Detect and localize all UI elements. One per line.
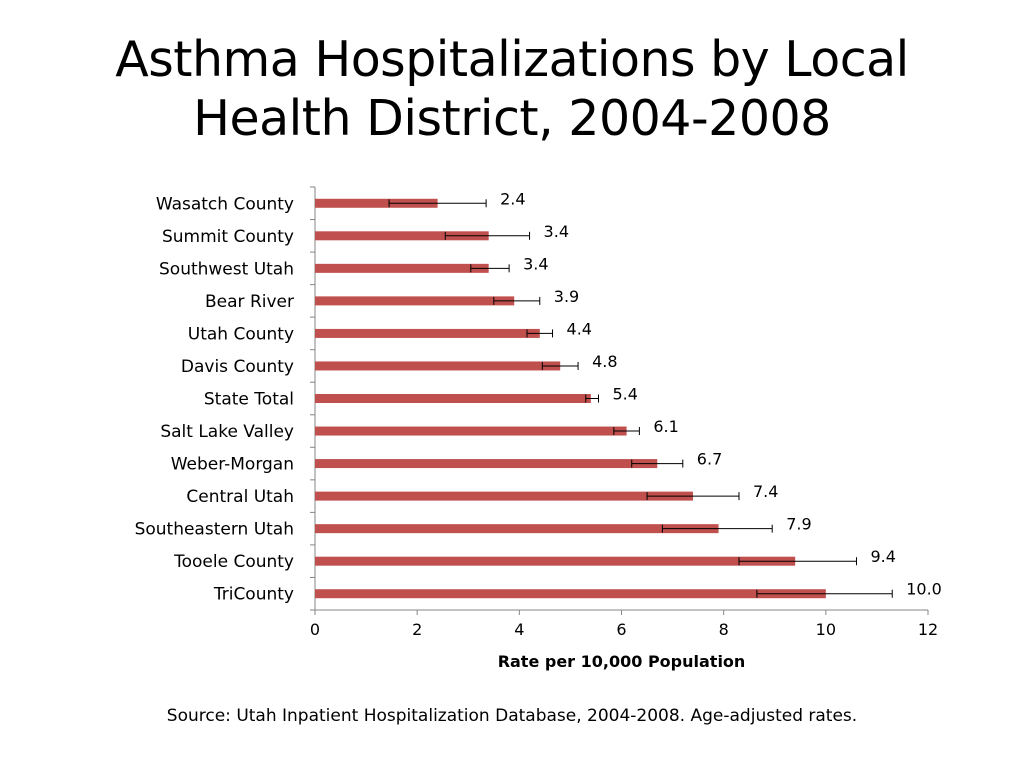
data-label: 7.9 <box>786 515 811 534</box>
bar <box>315 361 561 371</box>
data-label: 3.4 <box>544 222 569 241</box>
category-label: Southwest Utah <box>159 259 294 279</box>
x-tick-label: 2 <box>412 620 422 639</box>
bar <box>315 198 438 208</box>
data-label: 10.0 <box>906 580 942 599</box>
data-label: 5.4 <box>613 385 638 404</box>
bar-chart: 0 2 4 6 8 10 12 Rate per 10,000 Population Wasat… <box>135 186 942 671</box>
bar <box>315 231 489 241</box>
bar <box>315 263 489 273</box>
x-tick-label: 8 <box>719 620 729 639</box>
category-label: Tooele County <box>173 552 294 572</box>
bar <box>315 296 515 306</box>
category-label: Bear River <box>205 292 294 312</box>
bar <box>315 589 826 599</box>
bar <box>315 556 796 566</box>
bar <box>315 524 719 534</box>
x-tick-label: 6 <box>616 620 626 639</box>
bar <box>315 328 540 338</box>
bar <box>315 459 658 469</box>
x-tick-label: 12 <box>918 620 938 639</box>
data-label: 2.4 <box>500 189 525 208</box>
category-label: Utah County <box>188 324 294 344</box>
data-label: 3.4 <box>523 254 548 273</box>
data-label: 3.9 <box>554 287 579 306</box>
data-label: 9.4 <box>870 547 895 566</box>
category-label: Wasatch County <box>156 194 294 214</box>
x-tick-label: 4 <box>514 620 524 639</box>
data-label: 7.4 <box>753 482 778 501</box>
category-label: Southeastern Utah <box>135 520 294 540</box>
x-tick-label: 10 <box>816 620 836 639</box>
x-axis-title: Rate per 10,000 Population <box>498 652 746 671</box>
slide-title: Asthma Hospitalizations by Local Health … <box>115 31 909 147</box>
bar <box>315 394 591 403</box>
bar <box>315 491 694 501</box>
category-label: Weber-Morgan <box>171 455 294 475</box>
data-label: 4.8 <box>592 352 617 371</box>
x-tick-label: 0 <box>310 620 320 639</box>
category-label: Davis County <box>181 357 294 377</box>
data-label: 6.1 <box>653 417 678 436</box>
category-label: State Total <box>204 390 294 410</box>
data-label: 4.4 <box>567 319 592 338</box>
category-label: TriCounty <box>213 585 294 605</box>
bar <box>315 426 627 436</box>
source-note: Source: Utah Inpatient Hospitalization D… <box>166 706 858 726</box>
category-label: Salt Lake Valley <box>160 422 294 442</box>
data-label: 6.7 <box>697 450 722 469</box>
category-label: Central Utah <box>186 487 294 507</box>
category-label: Summit County <box>162 227 294 247</box>
